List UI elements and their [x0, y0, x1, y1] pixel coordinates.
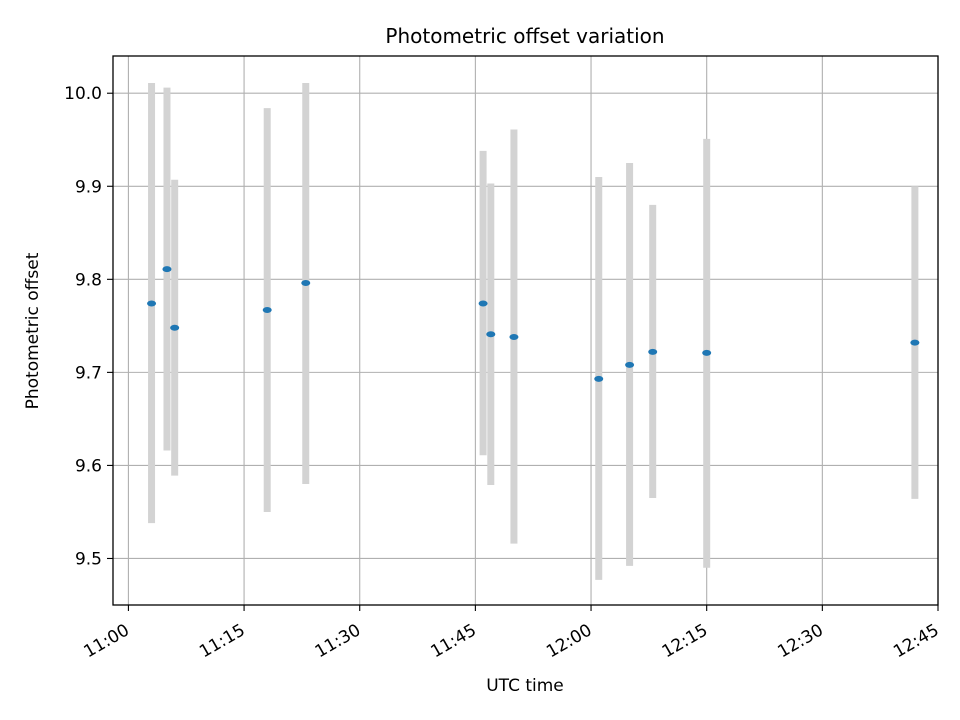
data-point — [478, 300, 488, 307]
data-point — [301, 280, 311, 287]
data-point — [625, 361, 635, 368]
y-tick-label: 9.5 — [75, 549, 102, 569]
data-point — [147, 300, 157, 307]
data-points — [147, 266, 920, 382]
data-point — [509, 334, 519, 341]
data-point — [648, 348, 658, 355]
data-point — [262, 307, 272, 314]
y-tick-label: 9.8 — [75, 270, 102, 290]
y-axis-label: Photometric offset — [23, 252, 43, 409]
y-axis: 9.5 9.6 9.7 9.8 9.9 10.0 — [64, 84, 113, 569]
plot-frame — [112, 55, 939, 606]
data-point — [702, 349, 712, 356]
data-point — [594, 375, 604, 382]
data-point — [162, 266, 172, 273]
y-tick-label: 9.7 — [75, 363, 102, 383]
chart-title: Photometric offset variation — [385, 24, 664, 48]
data-point — [170, 324, 180, 331]
y-tick-label: 10.0 — [64, 84, 102, 104]
data-point — [486, 331, 496, 338]
y-tick-label: 9.9 — [75, 177, 102, 197]
data-point — [910, 339, 920, 346]
y-tick-label: 9.6 — [75, 456, 102, 476]
x-axis-label: UTC time — [486, 676, 564, 696]
